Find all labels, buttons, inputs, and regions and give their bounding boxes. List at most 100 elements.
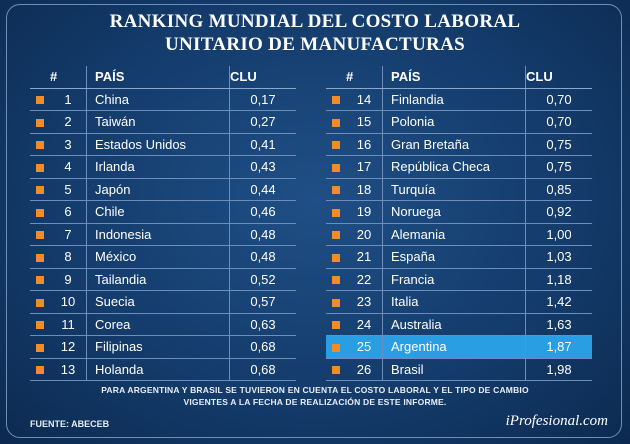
clu-value-cell: 0,43 [229, 155, 296, 179]
orange-square-icon [36, 298, 44, 307]
table-row: 2 Taiwán 0,27 [30, 110, 296, 134]
country-cell: Turquía [382, 178, 526, 201]
country-cell: México [86, 245, 230, 269]
country-cell: España [382, 245, 526, 269]
row-marker-cell [326, 223, 346, 246]
table-row: 16 Gran Bretaña 0,75 [326, 133, 592, 156]
rank-cell: 15 [346, 110, 383, 134]
header-num: # [346, 66, 383, 89]
clu-value-cell: 0,68 [229, 358, 296, 381]
table-header-row: # PAÍS CLU [326, 66, 592, 89]
rank-cell: 7 [50, 223, 87, 246]
brand-logo-text: iProfesional.com [505, 413, 608, 429]
table-row: 19 Noruega 0,92 [326, 200, 592, 224]
row-marker-cell [30, 223, 50, 246]
table-row: 22 Francia 1,18 [326, 268, 592, 291]
rank-cell: 23 [346, 290, 383, 314]
orange-square-icon [332, 253, 340, 262]
country-cell: Indonesia [86, 223, 230, 246]
ranking-table-right: # PAÍS CLU 14 Finlandia 0,70 15 Polonia 0,70 1… [326, 66, 592, 381]
table-row: 17 República Checa 0,75 [326, 155, 592, 179]
rank-cell: 10 [50, 290, 87, 314]
header-num: # [50, 66, 87, 89]
row-marker-cell [326, 290, 346, 314]
orange-square-icon [36, 253, 44, 262]
rank-cell: 19 [346, 200, 383, 224]
row-marker-cell [326, 155, 346, 179]
header-pais: PAÍS [86, 66, 230, 89]
table-row: 5 Japón 0,44 [30, 178, 296, 201]
row-marker-cell [30, 335, 50, 359]
clu-value-cell: 0,75 [525, 133, 592, 156]
title-line-2: UNITARIO DE MANUFACTURAS [165, 34, 465, 55]
rank-cell: 17 [346, 155, 383, 179]
country-cell: Argentina [382, 335, 526, 359]
orange-square-icon [332, 141, 340, 150]
rank-cell: 8 [50, 245, 87, 269]
clu-value-cell: 1,42 [525, 290, 592, 314]
clu-value-cell: 0,52 [229, 268, 296, 291]
row-marker-cell [30, 155, 50, 179]
rank-cell: 3 [50, 133, 87, 156]
row-marker-cell [326, 313, 346, 336]
clu-value-cell: 1,03 [525, 245, 592, 269]
rank-cell: 20 [346, 223, 383, 246]
table-row: 20 Alemania 1,00 [326, 223, 592, 246]
row-marker-cell [30, 133, 50, 156]
chart-title: RANKING MUNDIAL DEL COSTO LABORAL UNITAR… [0, 10, 630, 56]
rank-cell: 13 [50, 358, 87, 381]
table-row: 10 Suecia 0,57 [30, 290, 296, 314]
rank-cell: 25 [346, 335, 383, 359]
clu-value-cell: 1,87 [525, 335, 592, 359]
orange-square-icon [332, 321, 340, 330]
row-marker-cell [326, 88, 346, 111]
table-row: 13 Holanda 0,68 [30, 358, 296, 381]
country-cell: Finlandia [382, 88, 526, 111]
country-cell: Tailandia [86, 268, 230, 291]
table-row: 3 Estados Unidos 0,41 [30, 133, 296, 156]
clu-value-cell: 0,68 [229, 335, 296, 359]
orange-square-icon [332, 118, 340, 127]
country-cell: Holanda [86, 358, 230, 381]
country-cell: República Checa [382, 155, 526, 179]
orange-square-icon [332, 186, 340, 195]
country-cell: Alemania [382, 223, 526, 246]
rank-cell: 26 [346, 358, 383, 381]
table-row: 24 Australia 1,63 [326, 313, 592, 336]
rank-cell: 9 [50, 268, 87, 291]
orange-square-icon [36, 231, 44, 240]
country-cell: Chile [86, 200, 230, 224]
row-marker-cell [326, 245, 346, 269]
table-row: 11 Corea 0,63 [30, 313, 296, 336]
clu-value-cell: 0,48 [229, 245, 296, 269]
row-marker-cell [30, 245, 50, 269]
clu-value-cell: 0,92 [525, 200, 592, 224]
rank-cell: 2 [50, 110, 87, 134]
orange-square-icon [332, 366, 340, 375]
clu-value-cell: 1,63 [525, 313, 592, 336]
rank-cell: 12 [50, 335, 87, 359]
row-marker-cell [326, 358, 346, 381]
table-row: 1 China 0,17 [30, 88, 296, 111]
clu-value-cell: 0,85 [525, 178, 592, 201]
rank-cell: 21 [346, 245, 383, 269]
clu-value-cell: 1,18 [525, 268, 592, 291]
orange-square-icon [36, 141, 44, 150]
table-row: 25 Argentina 1,87 [326, 335, 592, 359]
country-cell: Italia [382, 290, 526, 314]
rank-cell: 6 [50, 200, 87, 224]
table-row: 15 Polonia 0,70 [326, 110, 592, 134]
table-row: 4 Irlanda 0,43 [30, 155, 296, 179]
table-row: 14 Finlandia 0,70 [326, 88, 592, 111]
table-row: 7 Indonesia 0,48 [30, 223, 296, 246]
table-row: 8 México 0,48 [30, 245, 296, 269]
row-marker-cell [30, 290, 50, 314]
orange-square-icon [332, 163, 340, 172]
clu-value-cell: 0,70 [525, 88, 592, 111]
clu-value-cell: 0,41 [229, 133, 296, 156]
rank-cell: 5 [50, 178, 87, 201]
country-cell: Estados Unidos [86, 133, 230, 156]
rank-cell: 22 [346, 268, 383, 291]
table-row: 18 Turquía 0,85 [326, 178, 592, 201]
header-marker-spacer [326, 66, 346, 89]
